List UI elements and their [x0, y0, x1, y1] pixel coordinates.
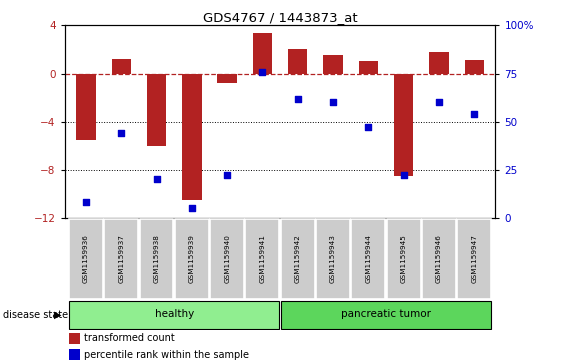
Bar — [422, 219, 456, 299]
Text: GSM1159944: GSM1159944 — [365, 234, 372, 283]
Point — [470, 111, 479, 117]
Text: ▶: ▶ — [53, 310, 61, 320]
Text: GSM1159939: GSM1159939 — [189, 234, 195, 283]
Bar — [359, 61, 378, 73]
Point — [117, 130, 126, 136]
Point — [329, 99, 338, 105]
Bar — [281, 301, 491, 329]
Bar — [351, 219, 385, 299]
Text: GSM1159945: GSM1159945 — [401, 234, 406, 283]
Bar — [323, 56, 343, 73]
Bar — [316, 219, 350, 299]
Bar — [464, 60, 484, 73]
Point — [187, 205, 196, 211]
Bar — [140, 219, 173, 299]
Title: GDS4767 / 1443873_at: GDS4767 / 1443873_at — [203, 11, 358, 24]
Bar — [387, 219, 421, 299]
Point — [258, 69, 267, 74]
Text: disease state: disease state — [3, 310, 68, 320]
Bar — [182, 73, 202, 200]
Text: GSM1159943: GSM1159943 — [330, 234, 336, 283]
Text: healthy: healthy — [155, 309, 194, 319]
Point — [435, 99, 444, 105]
Bar — [457, 219, 491, 299]
Bar — [245, 219, 279, 299]
Bar — [69, 333, 80, 344]
Text: percentile rank within the sample: percentile rank within the sample — [84, 350, 249, 359]
Bar — [69, 349, 80, 360]
Text: transformed count: transformed count — [84, 333, 175, 343]
Bar — [69, 301, 279, 329]
Text: GSM1159941: GSM1159941 — [260, 234, 265, 283]
Text: GSM1159940: GSM1159940 — [224, 234, 230, 283]
Bar — [147, 73, 166, 146]
Bar — [111, 59, 131, 73]
Text: GSM1159942: GSM1159942 — [295, 234, 301, 283]
Point — [293, 95, 302, 101]
Text: GSM1159938: GSM1159938 — [154, 234, 159, 283]
Bar — [69, 219, 103, 299]
Bar — [288, 49, 307, 73]
Point — [82, 200, 91, 205]
Bar — [217, 73, 237, 83]
Text: GSM1159936: GSM1159936 — [83, 234, 89, 283]
Bar — [394, 73, 413, 176]
Text: GSM1159946: GSM1159946 — [436, 234, 442, 283]
Bar — [281, 219, 315, 299]
Point — [364, 125, 373, 130]
Point — [222, 172, 231, 178]
Text: pancreatic tumor: pancreatic tumor — [341, 309, 431, 319]
Text: GSM1159947: GSM1159947 — [471, 234, 477, 283]
Point — [399, 172, 408, 178]
Point — [152, 176, 161, 182]
Bar — [253, 33, 272, 73]
Bar — [104, 219, 138, 299]
Bar — [210, 219, 244, 299]
Bar — [175, 219, 209, 299]
Text: GSM1159937: GSM1159937 — [118, 234, 124, 283]
Bar — [429, 52, 449, 73]
Bar — [76, 73, 96, 140]
